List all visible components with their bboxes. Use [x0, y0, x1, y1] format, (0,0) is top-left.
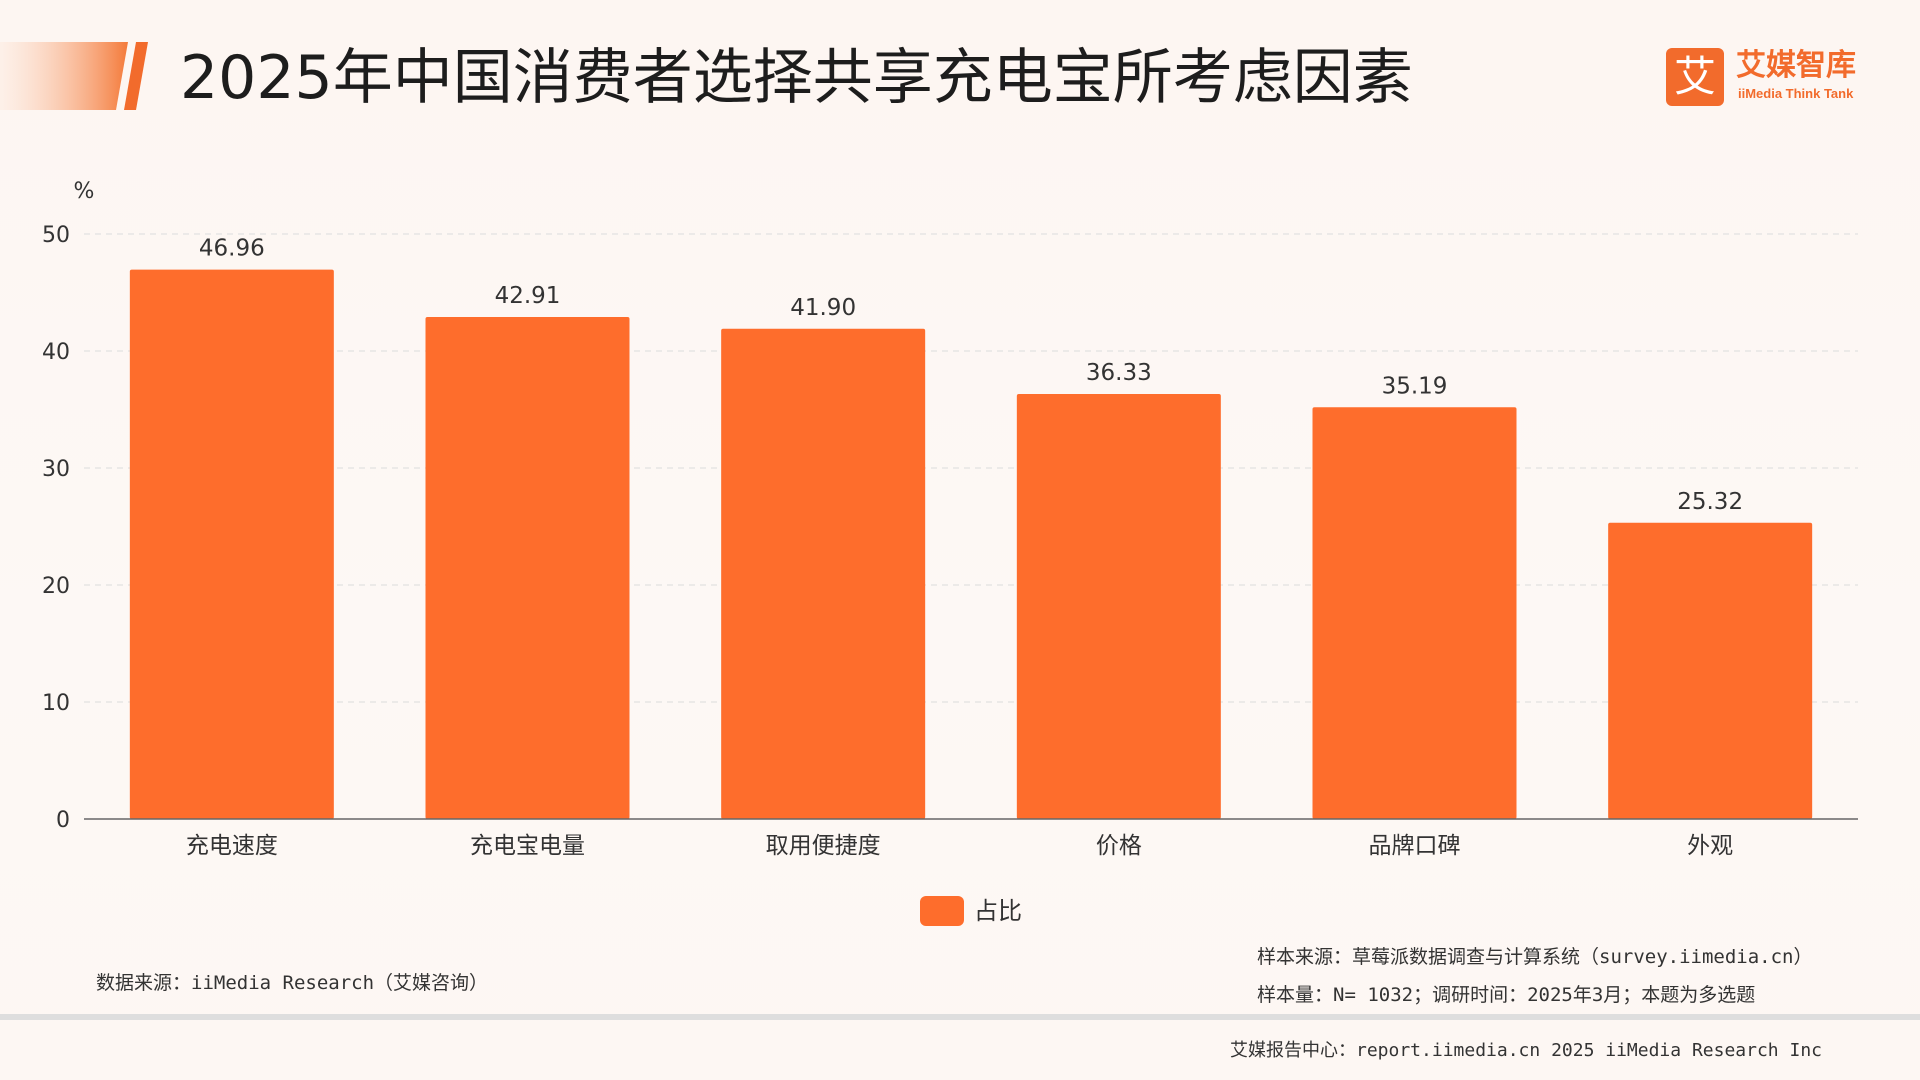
data-labels: 46.96 42.91 41.90 36.33 35.19 25.32 [199, 236, 1743, 515]
data-label: 25.32 [1677, 489, 1743, 515]
data-label: 36.33 [1086, 360, 1152, 386]
bar [129, 269, 334, 819]
y-axis-unit-label: % [74, 179, 95, 204]
x-tick-label: 品牌口碑 [1369, 833, 1461, 859]
y-tick-label: 30 [42, 457, 70, 482]
logo-name-cn: 艾媒智库 [1736, 48, 1856, 83]
logo-name-en: iiMedia Think Tank [1738, 86, 1854, 101]
logo-mark: 艾 [1666, 48, 1724, 106]
data-label: 41.90 [790, 295, 856, 321]
grid-lines [84, 233, 1858, 703]
data-label: 42.91 [495, 283, 561, 309]
bar-chart: 0 10 20 30 40 50 % 46.96 42.91 41.90 36.33 35.19 2… [42, 179, 1858, 859]
bar [1608, 522, 1813, 819]
y-tick-label: 20 [42, 574, 70, 599]
legend-swatch [920, 896, 964, 926]
data-source-note: 数据来源：iiMedia Research（艾媒咨询） [96, 972, 489, 994]
bar [1312, 407, 1517, 819]
legend-label: 占比 [974, 897, 1022, 925]
x-tick-label: 充电速度 [186, 833, 278, 859]
iimedia-logo: 艾 艾媒智库 iiMedia Think Tank [1666, 48, 1866, 108]
y-tick-label: 40 [42, 340, 70, 365]
sample-size-note: 样本量：N= 1032；调研时间：2025年3月；本题为多选题 [1257, 984, 1756, 1006]
bar [425, 316, 630, 819]
bar [721, 328, 926, 819]
y-tick-label: 10 [42, 691, 70, 716]
footer-credit: 艾媒报告中心：report.iimedia.cn 2025 iiMedia Re… [1230, 1040, 1822, 1061]
title-accent-stripe [0, 42, 148, 110]
y-tick-label: 0 [56, 808, 70, 833]
y-axis-ticks: 0 10 20 30 40 50 [42, 223, 70, 833]
sample-source-note: 样本来源：草莓派数据调查与计算系统（survey.iimedia.cn） [1257, 946, 1813, 968]
bar [1016, 393, 1221, 819]
x-tick-label: 取用便捷度 [766, 833, 881, 859]
y-tick-label: 50 [42, 223, 70, 248]
x-tick-label: 充电宝电量 [470, 833, 585, 859]
footer-divider [0, 1014, 1920, 1020]
page-title: 2025年中国消费者选择共享充电宝所考虑因素 [180, 43, 1413, 113]
data-label: 46.96 [199, 236, 265, 262]
x-tick-label: 外观 [1687, 833, 1733, 859]
data-label: 35.19 [1382, 373, 1448, 399]
x-tick-label: 价格 [1096, 833, 1142, 859]
x-axis-ticks: 充电速度 充电宝电量 取用便捷度 价格 品牌口碑 外观 [186, 833, 1733, 859]
bars [129, 269, 1813, 819]
